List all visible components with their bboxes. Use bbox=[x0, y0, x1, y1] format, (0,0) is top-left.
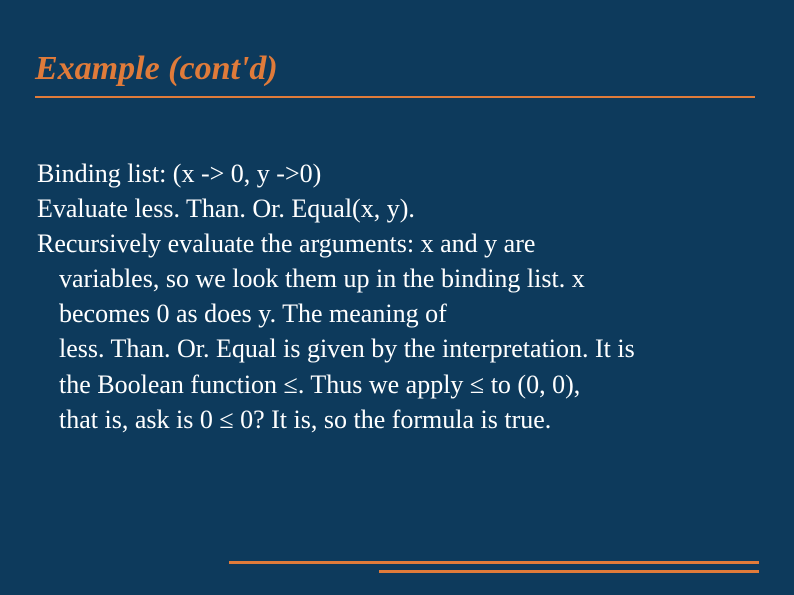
slide-title: Example (cont'd) bbox=[35, 50, 759, 88]
body-line-1: Binding list: (x -> 0, y ->0) bbox=[37, 156, 739, 191]
body-line-7: the Boolean function ≤. Thus we apply ≤ … bbox=[37, 367, 739, 402]
body-line-2: Evaluate less. Than. Or. Equal(x, y). bbox=[37, 191, 739, 226]
body-line-8: that is, ask is 0 ≤ 0? It is, so the for… bbox=[37, 402, 739, 437]
footer-accent-bars bbox=[229, 561, 759, 573]
footer-bar-long bbox=[229, 561, 759, 564]
body-line-5: becomes 0 as does y. The meaning of bbox=[37, 296, 739, 331]
slide-body: Binding list: (x -> 0, y ->0) Evaluate l… bbox=[35, 156, 759, 437]
footer-bar-short bbox=[379, 570, 759, 573]
slide-container: Example (cont'd) Binding list: (x -> 0, … bbox=[0, 0, 794, 595]
body-line-6: less. Than. Or. Equal is given by the in… bbox=[37, 331, 739, 366]
body-line-3: Recursively evaluate the arguments: x an… bbox=[37, 226, 739, 261]
title-underline bbox=[35, 96, 755, 98]
body-line-4: variables, so we look them up in the bin… bbox=[37, 261, 739, 296]
